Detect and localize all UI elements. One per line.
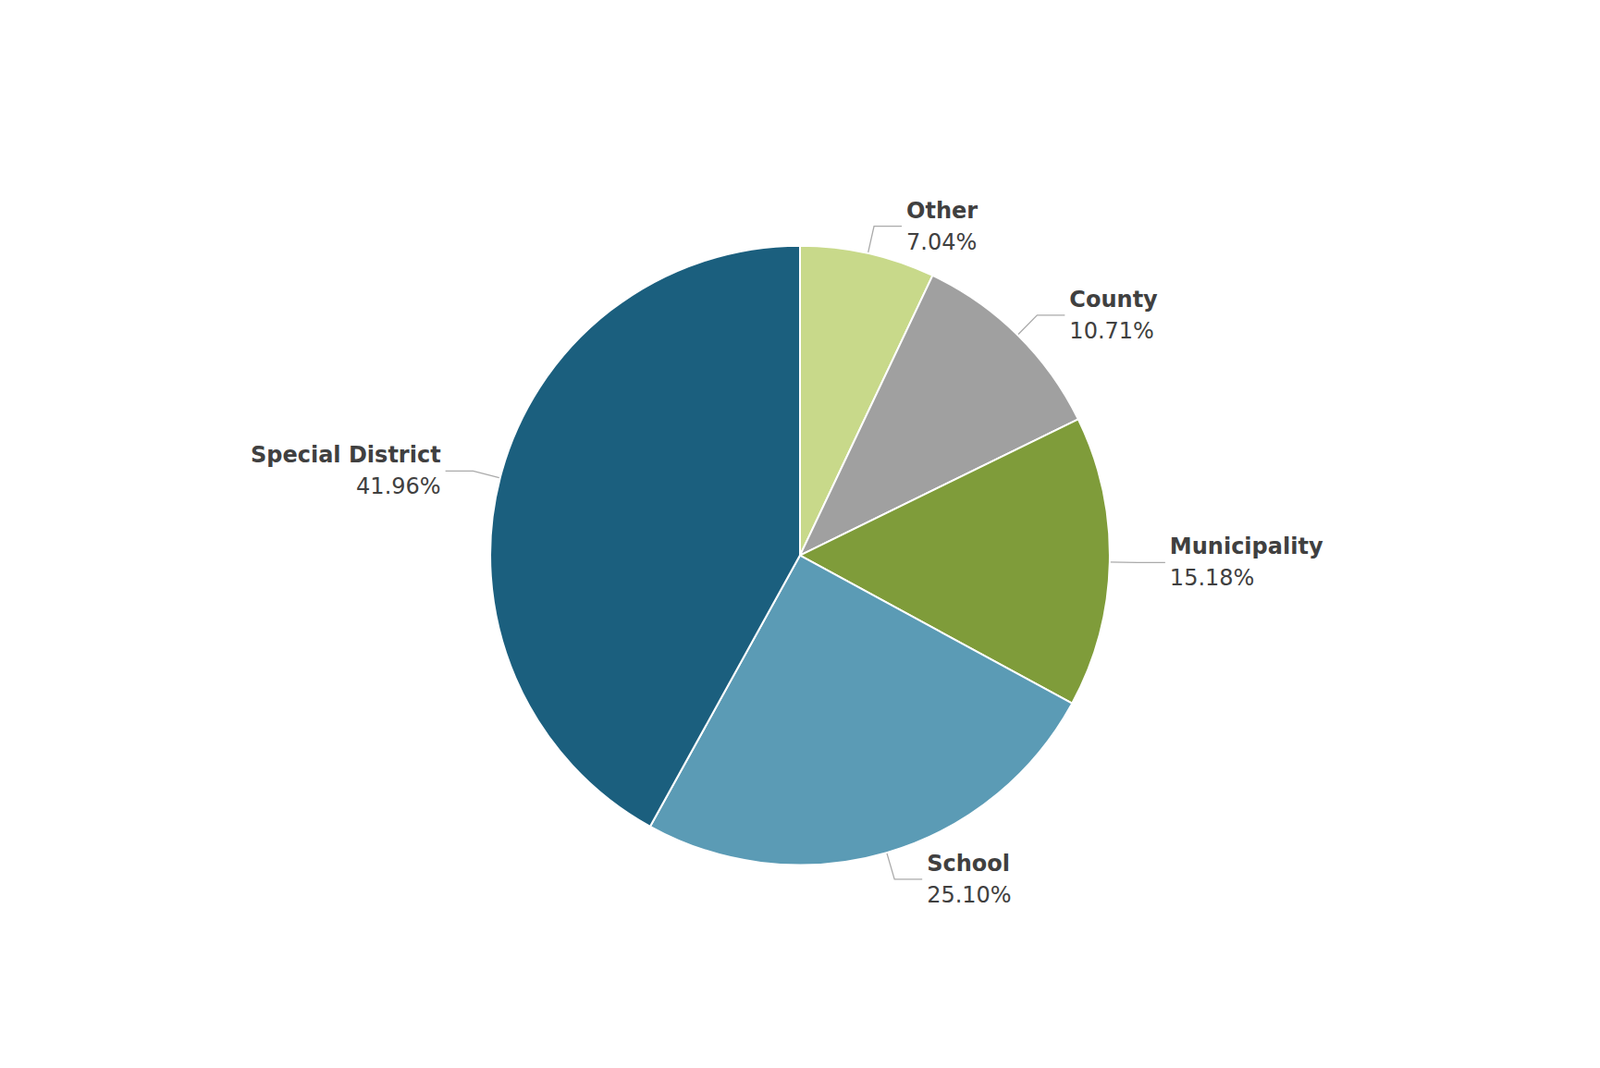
svg-text:25.10%: 25.10%: [926, 882, 1012, 909]
svg-text:15.18%: 15.18%: [1169, 565, 1256, 591]
svg-text:10.71%: 10.71%: [1069, 318, 1155, 345]
svg-text:7.04%: 7.04%: [906, 229, 977, 256]
svg-text:Other: Other: [906, 197, 978, 224]
svg-text:School: School: [926, 850, 1010, 877]
svg-text:41.96%: 41.96%: [356, 473, 442, 500]
svg-text:County: County: [1069, 286, 1158, 313]
svg-text:Municipality: Municipality: [1169, 533, 1324, 560]
svg-text:Special District: Special District: [250, 442, 442, 468]
